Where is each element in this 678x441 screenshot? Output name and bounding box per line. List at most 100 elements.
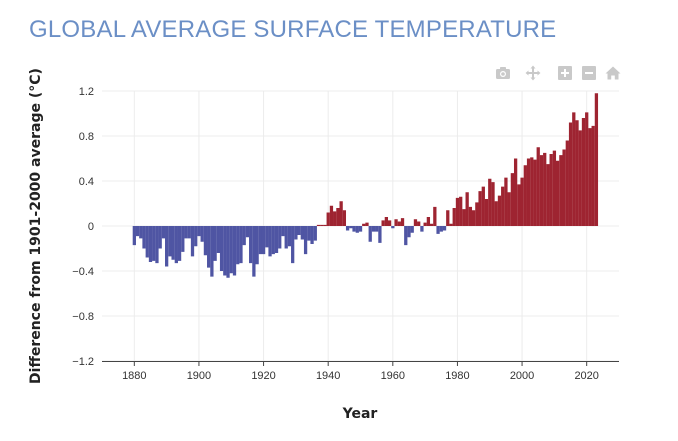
bar-1979[interactable] xyxy=(452,208,456,226)
bar-1957[interactable] xyxy=(381,220,385,227)
bar-1907[interactable] xyxy=(219,226,224,271)
bar-1931[interactable] xyxy=(297,226,301,235)
bar-2014[interactable] xyxy=(565,140,569,227)
bar-1995[interactable] xyxy=(504,177,508,227)
bar-1935[interactable] xyxy=(310,226,314,244)
bar-1982[interactable] xyxy=(462,209,466,227)
bar-1973[interactable] xyxy=(433,206,437,227)
bar-1997[interactable] xyxy=(510,173,515,227)
bar-1924[interactable] xyxy=(274,226,279,253)
bar-1922[interactable] xyxy=(268,226,272,257)
bar-1951[interactable] xyxy=(362,223,366,226)
zoom-in-icon[interactable] xyxy=(556,64,574,82)
bar-2011[interactable] xyxy=(555,160,560,226)
bar-1904[interactable] xyxy=(210,226,214,277)
bar-1986[interactable] xyxy=(475,202,479,227)
bar-1960[interactable] xyxy=(391,226,395,229)
bar-2005[interactable] xyxy=(536,147,540,226)
bar-1984[interactable] xyxy=(468,206,473,227)
bar-1958[interactable] xyxy=(384,217,389,226)
bar-1991[interactable] xyxy=(491,182,495,227)
bar-1955[interactable] xyxy=(375,226,379,232)
bar-1932[interactable] xyxy=(300,226,304,240)
bar-1906[interactable] xyxy=(216,226,220,253)
bar-2008[interactable] xyxy=(546,164,550,226)
bar-1966[interactable] xyxy=(410,226,414,233)
bar-1941[interactable] xyxy=(329,205,334,226)
bar-1949[interactable] xyxy=(355,226,359,233)
bar-1938[interactable] xyxy=(320,224,324,227)
bar-1985[interactable] xyxy=(471,210,476,226)
home-icon[interactable] xyxy=(604,64,622,82)
bar-1926[interactable] xyxy=(281,226,285,237)
bar-1917[interactable] xyxy=(252,226,256,277)
bar-1989[interactable] xyxy=(484,199,489,226)
bar-2017[interactable] xyxy=(575,120,579,226)
bar-1952[interactable] xyxy=(365,222,369,226)
bar-2010[interactable] xyxy=(552,150,557,226)
bar-1936[interactable] xyxy=(313,226,317,241)
bar-2016[interactable] xyxy=(572,112,576,226)
bar-1921[interactable] xyxy=(265,226,269,248)
bar-1943[interactable] xyxy=(336,208,340,226)
bar-1956[interactable] xyxy=(378,226,382,243)
bar-1933[interactable] xyxy=(303,226,308,255)
bar-1900[interactable] xyxy=(197,226,201,237)
bar-2006[interactable] xyxy=(539,155,544,226)
bar-2020[interactable] xyxy=(585,112,589,226)
bar-1918[interactable] xyxy=(255,226,259,265)
bar-1925[interactable] xyxy=(278,226,282,249)
bar-2018[interactable] xyxy=(578,130,582,227)
bar-1970[interactable] xyxy=(423,222,427,226)
bar-2007[interactable] xyxy=(543,152,547,227)
bar-1996[interactable] xyxy=(507,192,511,226)
bar-1911[interactable] xyxy=(232,226,237,276)
bar-1903[interactable] xyxy=(207,226,211,268)
bar-1905[interactable] xyxy=(213,226,217,261)
bar-2001[interactable] xyxy=(523,165,527,226)
bar-1920[interactable] xyxy=(261,226,266,255)
bar-1967[interactable] xyxy=(413,219,418,226)
bar-1891[interactable] xyxy=(168,226,172,257)
bar-1964[interactable] xyxy=(404,226,408,246)
pan-icon[interactable] xyxy=(524,64,542,82)
bar-1929[interactable] xyxy=(291,226,295,264)
bar-1893[interactable] xyxy=(174,226,178,264)
bar-1948[interactable] xyxy=(352,226,356,232)
bar-1883[interactable] xyxy=(142,226,146,249)
bar-1881[interactable] xyxy=(135,226,140,237)
bar-1992[interactable] xyxy=(494,201,498,226)
bar-1928[interactable] xyxy=(287,226,292,247)
bar-2015[interactable] xyxy=(568,122,573,227)
bar-1945[interactable] xyxy=(342,210,347,226)
bar-1950[interactable] xyxy=(358,226,363,232)
bar-1912[interactable] xyxy=(236,226,240,265)
bar-1983[interactable] xyxy=(465,192,469,226)
bar-1934[interactable] xyxy=(307,226,311,241)
bar-1946[interactable] xyxy=(345,226,350,231)
bar-1939[interactable] xyxy=(323,224,327,227)
bar-1963[interactable] xyxy=(400,218,405,227)
bar-1959[interactable] xyxy=(387,220,392,227)
bar-1902[interactable] xyxy=(203,226,208,256)
bar-1961[interactable] xyxy=(394,219,398,226)
bar-1953[interactable] xyxy=(368,226,372,242)
bar-1972[interactable] xyxy=(429,223,434,226)
bar-1968[interactable] xyxy=(417,221,421,227)
bar-1885[interactable] xyxy=(148,226,153,262)
bar-1909[interactable] xyxy=(226,226,230,278)
bar-1923[interactable] xyxy=(271,226,275,255)
bar-1901[interactable] xyxy=(200,226,204,242)
bar-1947[interactable] xyxy=(349,226,353,229)
bar-1971[interactable] xyxy=(426,217,431,226)
bar-1937[interactable] xyxy=(316,224,321,227)
bar-1884[interactable] xyxy=(145,226,149,258)
bar-1899[interactable] xyxy=(194,226,198,247)
bar-1910[interactable] xyxy=(229,226,233,274)
bar-1897[interactable] xyxy=(187,226,191,239)
bar-1889[interactable] xyxy=(161,226,166,239)
bar-2023[interactable] xyxy=(594,93,599,226)
bar-1975[interactable] xyxy=(439,226,443,232)
bar-1954[interactable] xyxy=(371,226,376,232)
